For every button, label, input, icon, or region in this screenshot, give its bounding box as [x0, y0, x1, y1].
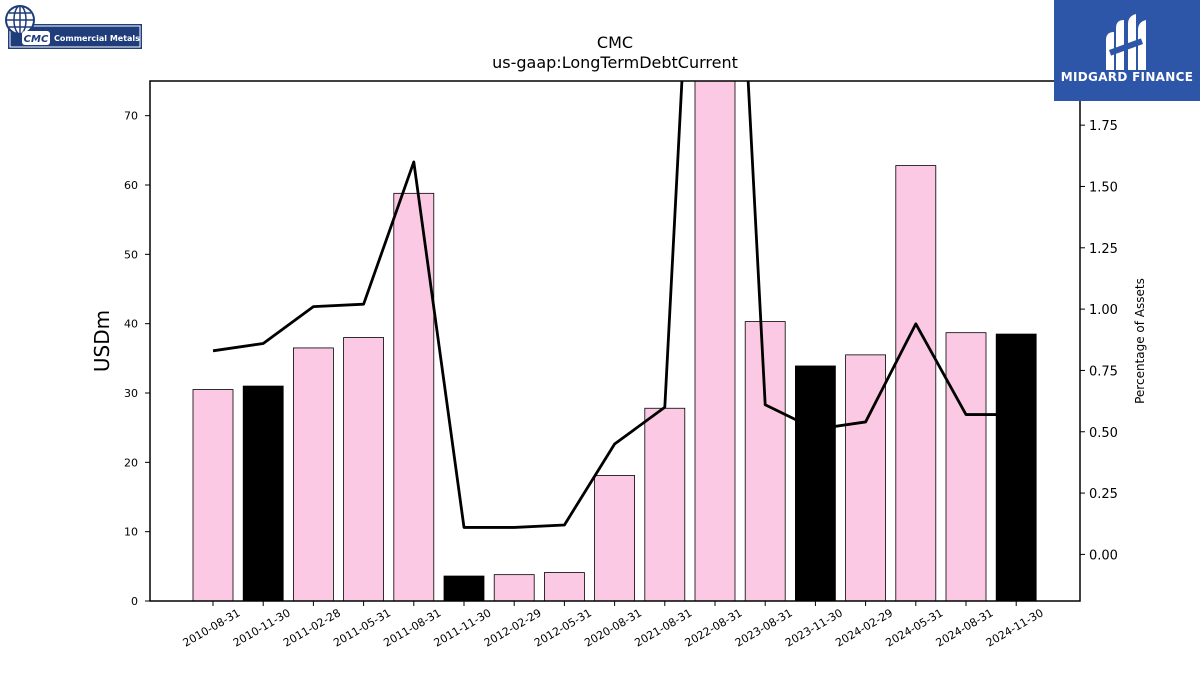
- y-tick-label-right: 0.25: [1089, 487, 1118, 502]
- x-tick-label: 2024-11-30: [984, 606, 1046, 649]
- bar-2010-08-31: [192, 389, 234, 601]
- y-tick-label-right: 1.75: [1089, 119, 1118, 134]
- bar-2012-02-29: [493, 574, 535, 601]
- cmc-logo: CMC Commercial Metals: [4, 4, 144, 52]
- bar-2024-08-31: [945, 332, 987, 601]
- y-tick-label: 30: [124, 387, 138, 400]
- y-axis-label-right: Percentage of Assets: [1133, 278, 1147, 404]
- y-tick-label: 10: [124, 526, 138, 539]
- bars-group: [192, 81, 1037, 601]
- y-tick-label-right: 1.50: [1089, 180, 1118, 195]
- y-tick-label-right: 1.00: [1089, 303, 1118, 318]
- bar-2011-02-28: [292, 347, 334, 601]
- bar-2023-08-31: [744, 321, 786, 601]
- line-group: [212, 81, 1017, 529]
- y-axis-label: USDm: [90, 310, 114, 372]
- y-tick-label-right: 0.50: [1089, 426, 1118, 441]
- bar-2011-05-31: [343, 337, 385, 601]
- midgard-finance-logo: MIDGARD FINANCE: [1054, 0, 1200, 101]
- y-tick-label-right: 0.75: [1089, 364, 1118, 379]
- midgard-logo-icon: [1106, 14, 1146, 70]
- cmc-logo-brand: CMC: [24, 34, 49, 45]
- y-tick-label: 70: [124, 110, 138, 123]
- bar-2011-11-30: [443, 575, 485, 601]
- chart-title: CMC: [597, 33, 633, 52]
- y-tick-label: 0: [131, 595, 138, 608]
- bar-2020-08-31: [594, 475, 635, 601]
- bar-2021-08-31: [644, 407, 686, 601]
- bar-2012-05-31: [544, 572, 585, 601]
- chart-subtitle: us-gaap:LongTermDebtCurrent: [492, 53, 738, 72]
- y-tick-label: 40: [124, 318, 138, 331]
- y-tick-label-right: 1.25: [1089, 242, 1118, 257]
- midgard-logo-text: MIDGARD FINANCE: [1060, 70, 1194, 84]
- bar-2024-11-30: [995, 333, 1037, 601]
- percentage-line: [212, 81, 1017, 529]
- y-tick-label: 60: [124, 179, 138, 192]
- bar-2010-11-30: [242, 385, 284, 601]
- y-tick-label: 50: [124, 248, 138, 261]
- y-tick-label: 20: [124, 456, 138, 469]
- bar-2023-11-30: [795, 365, 836, 601]
- globe-icon: CMC Commercial Metals: [5, 5, 142, 49]
- cmc-logo-name: Commercial Metals: [54, 34, 140, 43]
- bar-2022-08-31: [694, 81, 736, 601]
- y-tick-label-right: 0.00: [1089, 548, 1118, 563]
- bar-2024-05-31: [895, 165, 937, 601]
